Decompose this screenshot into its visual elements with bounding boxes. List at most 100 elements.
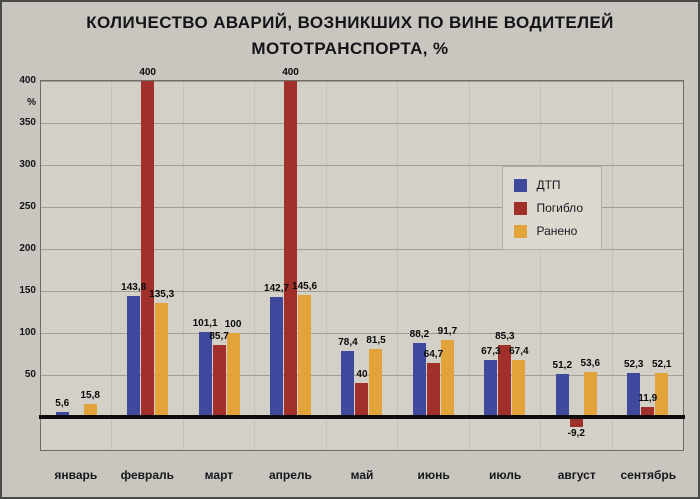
gridline-300: [41, 165, 683, 166]
month-label-август: август: [557, 468, 596, 482]
legend-item-ДТП: ДТП: [514, 178, 583, 192]
bar-value-Погибло-сентябрь: 11,9: [638, 393, 658, 405]
gridline-250: [41, 207, 683, 208]
legend-label-Погибло: Погибло: [536, 201, 583, 215]
month-label-июнь: июнь: [417, 468, 450, 482]
chart-title: КОЛИЧЕСТВО АВАРИЙ, ВОЗНИКШИХ ПО ВИНЕ ВОД…: [2, 10, 698, 61]
bar-value-ДТП-апрель: 142,7: [264, 283, 290, 295]
gridline-350: [41, 123, 683, 124]
y-tick-label-400: 400: [19, 75, 36, 86]
bar-group-сентябрь: 52,3 11,9 52,1: [611, 81, 683, 450]
legend-swatch-Ранено: [514, 224, 528, 238]
month-label-март: март: [204, 468, 234, 482]
legend-swatch-Погибло: [514, 201, 528, 215]
y-tick-label-150: 150: [19, 285, 36, 296]
bar-ДТП-сентябрь: [627, 373, 641, 417]
month-label-февраль: февраль: [120, 468, 175, 482]
bar-value-Погибло-май: 40: [356, 369, 368, 381]
bar-value-Погибло-август: -9,2: [567, 427, 585, 439]
bar-Ранено-январь: [83, 403, 97, 417]
y-tick-label-50: 50: [24, 369, 36, 380]
bar-Погибло-апрель: [284, 81, 298, 417]
bar-value-Погибло-июль: 85,3: [495, 331, 515, 343]
bar-value-Погибло-февраль: 400: [139, 67, 156, 78]
month-label-сентябрь: сентябрь: [620, 468, 677, 482]
bar-Погибло-июнь: [426, 362, 440, 417]
bar-value-ДТП-март: 101,1: [192, 318, 218, 330]
month-label-апрель: апрель: [269, 468, 312, 482]
bar-Ранено-февраль: [155, 303, 169, 417]
bar-value-Ранено-сентябрь: 52,1: [651, 359, 672, 371]
legend-item-Погибло: Погибло: [514, 201, 583, 215]
chart-title-line1: КОЛИЧЕСТВО АВАРИЙ, ВОЗНИКШИХ ПО ВИНЕ ВОД…: [86, 13, 614, 32]
bar-Погибло-июль: [498, 345, 512, 417]
bar-group-январь: 5,6 15,8: [41, 81, 111, 450]
bar-value-Погибло-июнь: 64,7: [423, 348, 444, 360]
bar-group-май: 78,4 40 81,5: [325, 81, 397, 450]
bar-value-Погибло-март: 85,7: [209, 331, 229, 343]
gridline-50: [41, 375, 683, 376]
chart-title-line2: МОТОТРАНСПОРТА, %: [251, 38, 449, 58]
chart-area: 5,6 15,8 143,8 400 135,3 101,1 85,7 100 142,7 400…: [12, 68, 688, 491]
bar-value-Ранено-январь: 15,8: [80, 389, 100, 401]
bar-value-ДТП-январь: 5,6: [55, 398, 70, 410]
y-tick-label-200: 200: [19, 243, 36, 254]
bar-ДТП-январь: [55, 412, 69, 417]
bar-ДТП-февраль: [127, 296, 141, 417]
y-tick-label-300: 300: [19, 159, 36, 170]
zero-axis-line: [39, 415, 685, 419]
bar-value-Ранено-июль: 67,4: [509, 346, 529, 358]
bar-groups: 5,6 15,8 143,8 400 135,3 101,1 85,7 100 142,7 400…: [41, 68, 683, 450]
bar-value-Погибло-апрель: 400: [282, 67, 299, 78]
gridline-100: [41, 333, 683, 334]
bar-group-март: 101,1 85,7 100: [182, 81, 254, 450]
bar-value-Ранено-март: 100: [224, 319, 242, 330]
bar-value-Ранено-май: 81,5: [366, 334, 386, 346]
bar-ДТП-август: [555, 374, 569, 417]
bar-Ранено-май: [369, 348, 383, 417]
month-label-январь: январь: [54, 468, 98, 482]
plot-area: 5,6 15,8 143,8 400 135,3 101,1 85,7 100 142,7 400…: [39, 68, 685, 451]
y-tick-label-350: 350: [19, 117, 36, 128]
month-label-июль: июль: [488, 468, 522, 482]
y-tick-label-100: 100: [19, 327, 36, 338]
bar-value-ДТП-август: 51,2: [552, 360, 573, 371]
bar-value-ДТП-май: 78,4: [338, 337, 358, 349]
gridline-150: [41, 291, 683, 292]
bar-ДТП-март: [198, 332, 212, 417]
bar-Погибло-сентябрь: [641, 407, 655, 417]
bar-value-ДТП-июль: 67,3: [481, 346, 501, 358]
bar-value-ДТП-июнь: 88,2: [409, 328, 430, 340]
bar-Погибло-март: [212, 345, 226, 417]
bar-value-Ранено-август: 53,6: [580, 357, 601, 369]
bar-value-Ранено-июнь: 91,7: [437, 325, 458, 337]
bar-Погибло-май: [355, 383, 369, 417]
bar-ДТП-июль: [484, 360, 498, 417]
legend-label-ДТП: ДТП: [536, 178, 561, 192]
bar-Ранено-август: [583, 371, 597, 417]
month-label-май: май: [350, 468, 374, 482]
y-tick-label-250: 250: [19, 201, 36, 212]
bar-Ранено-сентябрь: [655, 373, 669, 417]
x-axis-labels: январь февраль март апрель май июнь июль август…: [40, 459, 684, 491]
legend: ДТП Погибло Ранено: [502, 166, 602, 250]
bar-ДТП-апрель: [270, 297, 284, 417]
bar-value-Ранено-апрель: 145,6: [292, 280, 318, 292]
bar-group-февраль: 143,8 400 135,3: [111, 68, 182, 450]
gridline-200: [41, 249, 683, 250]
legend-swatch-ДТП: [514, 178, 528, 192]
bar-group-июль: 67,3 85,3 67,4: [468, 81, 540, 450]
bar-ДТП-июнь: [412, 342, 426, 417]
bar-value-ДТП-сентябрь: 52,3: [623, 359, 644, 371]
bar-group-апрель: 142,7 400 145,6: [254, 68, 325, 450]
bar-Ранено-июль: [512, 360, 526, 417]
legend-item-Ранено: Ранено: [514, 224, 583, 238]
bar-ДТП-май: [341, 351, 355, 417]
gridline-400: [41, 81, 683, 82]
y-axis-unit-label: %: [27, 97, 36, 108]
bar-Погибло-август: [569, 419, 583, 427]
legend-label-Ранено: Ранено: [536, 224, 578, 238]
bar-value-ДТП-февраль: 143,8: [121, 282, 147, 294]
bar-value-Ранено-февраль: 135,3: [149, 289, 175, 301]
